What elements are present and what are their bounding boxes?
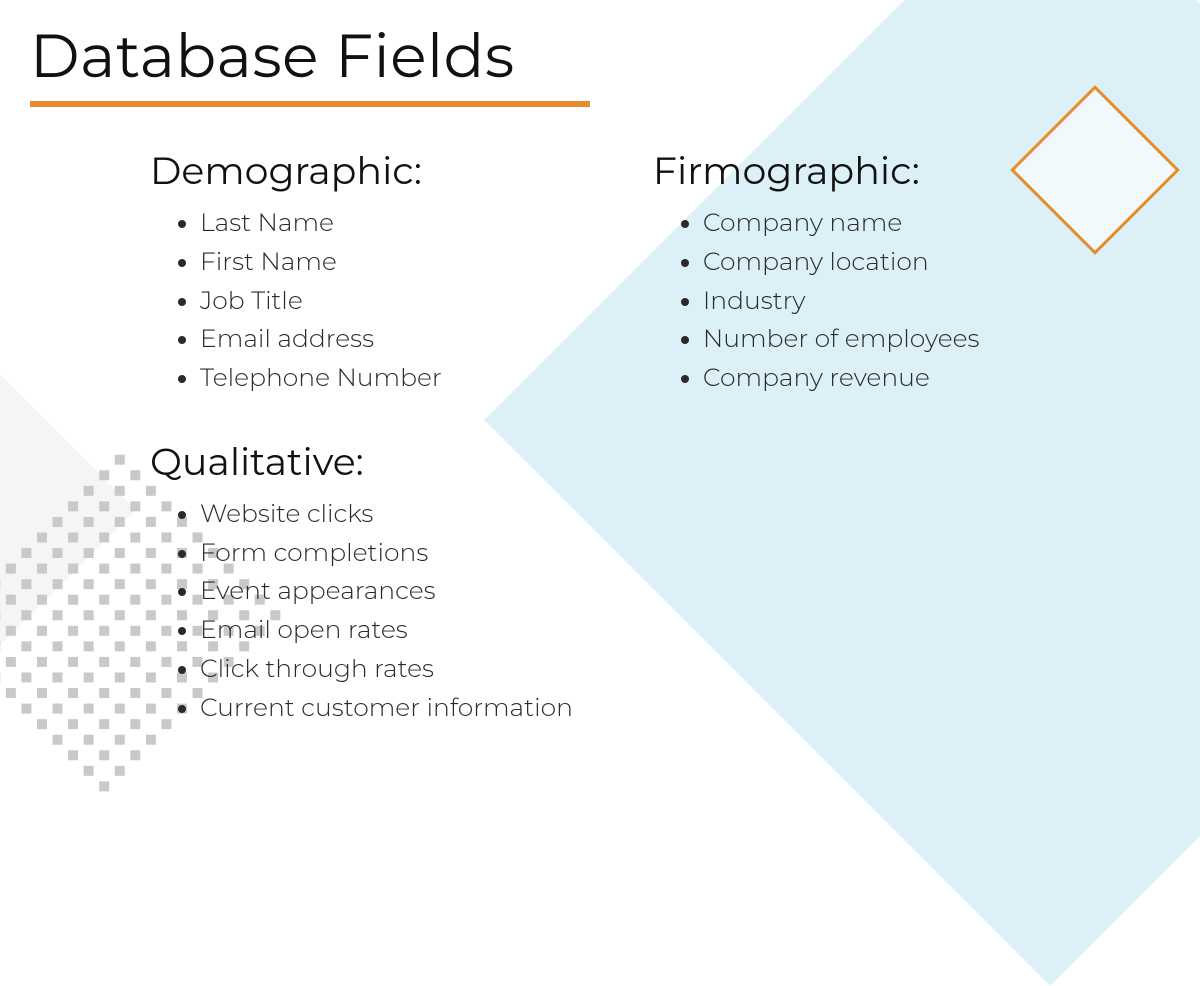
list-firmographic: Company nameCompany locationIndustryNumb… (653, 204, 1033, 398)
list-item: Email address (200, 320, 573, 359)
list-item: Email open rates (200, 611, 573, 650)
page-title: Database Fields (30, 20, 1170, 93)
list-item: Click through rates (200, 650, 573, 689)
list-item: Number of employees (703, 320, 1033, 359)
list-item: Company location (703, 243, 1033, 282)
section-title-demographic: Demographic: (150, 147, 573, 194)
list-item: Current customer information (200, 689, 573, 728)
list-item: Last Name (200, 204, 573, 243)
list-item: Telephone Number (200, 359, 573, 398)
list-item: First Name (200, 243, 573, 282)
list-item: Form completions (200, 534, 573, 573)
list-item: Event appearances (200, 572, 573, 611)
title-underline (30, 101, 590, 107)
list-demographic: Last NameFirst NameJob TitleEmail addres… (150, 204, 573, 398)
left-column: Demographic: Last NameFirst NameJob Titl… (150, 147, 573, 767)
list-item: Website clicks (200, 495, 573, 534)
list-item: Company name (703, 204, 1033, 243)
columns-container: Demographic: Last NameFirst NameJob Titl… (30, 147, 1170, 767)
list-item: Job Title (200, 282, 573, 321)
right-column: Firmographic: Company nameCompany locati… (653, 147, 1033, 767)
section-title-qualitative: Qualitative: (150, 438, 573, 485)
slide-content: Database Fields Demographic: Last NameFi… (0, 0, 1200, 767)
section-title-firmographic: Firmographic: (653, 147, 1033, 194)
list-item: Industry (703, 282, 1033, 321)
list-qualitative: Website clicksForm completionsEvent appe… (150, 495, 573, 728)
list-item: Company revenue (703, 359, 1033, 398)
